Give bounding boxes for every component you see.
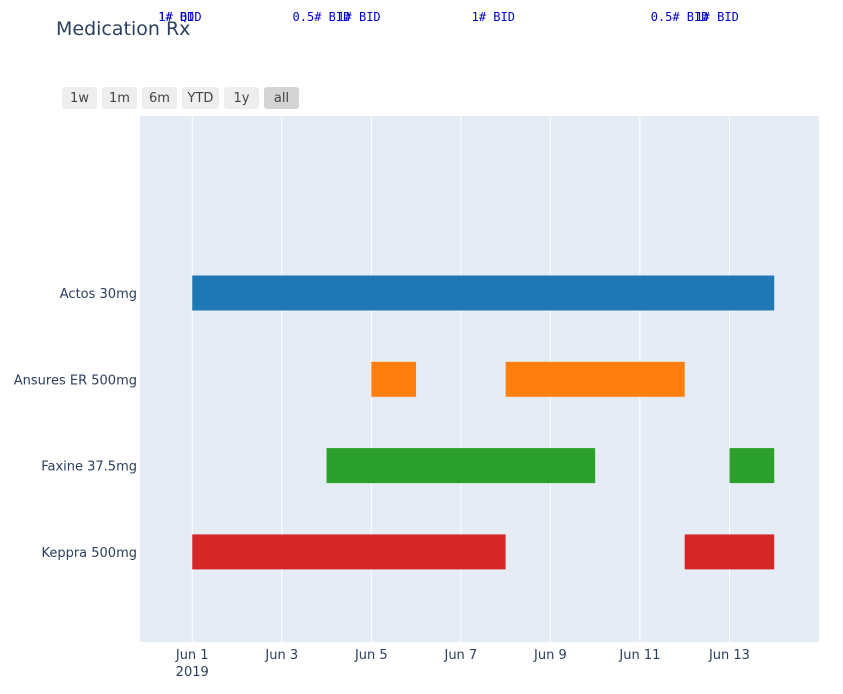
y-tick-label: Ansures ER 500mg [14, 373, 137, 388]
range-button-bg [264, 87, 299, 109]
gantt-bar [326, 448, 596, 484]
range-button-all[interactable]: all [264, 87, 299, 109]
range-selector: 1w 1m 6m YTD 1y all [62, 87, 299, 109]
y-axis-labels: Actos 30mg Ansures ER 500mg Faxine 37.5mg K… [14, 287, 137, 561]
range-button-1y[interactable]: 1y [224, 87, 259, 109]
x-tick-label: Jun 11 [618, 648, 660, 663]
range-button-bg [224, 87, 259, 109]
dose-annotation: 1# BID [158, 10, 201, 24]
dose-annotation: 1# BID [695, 10, 738, 24]
gantt-bars [192, 275, 775, 570]
dose-annotation: 0.5# BID [293, 10, 351, 24]
dose-annotation: 1# BID [472, 10, 515, 24]
x-tick-label: Jun 13 [708, 648, 750, 663]
range-button-bg [182, 87, 219, 109]
dose-annotation: 0.5# BID [651, 10, 709, 24]
range-button-ytd[interactable]: YTD [182, 87, 219, 109]
range-button-label: 6m [149, 91, 170, 106]
chart-title: Medication Rx [56, 18, 190, 40]
range-button-bg [142, 87, 177, 109]
x-tick-sublabel: 2019 [176, 665, 209, 680]
range-button-label: 1w [70, 91, 89, 106]
dose-annotation: 1# QD [158, 10, 194, 24]
gantt-bar [505, 361, 685, 397]
gantt-bar [192, 275, 775, 311]
range-button-1w[interactable]: 1w [62, 87, 97, 109]
x-tick-label: Jun 1 [175, 648, 209, 663]
range-button-bg [102, 87, 137, 109]
range-button-bg [62, 87, 97, 109]
range-button-label: 1y [234, 91, 250, 106]
range-button-label: 1m [109, 91, 130, 106]
gantt-bar [192, 534, 506, 570]
gantt-bar [729, 448, 775, 484]
gantt-bar [371, 361, 417, 397]
x-tick-label: Jun 7 [443, 648, 477, 663]
y-tick-label: Faxine 37.5mg [41, 460, 137, 475]
y-tick-label: Keppra 500mg [41, 546, 137, 561]
x-tick-label: Jun 9 [533, 648, 567, 663]
range-button-label: YTD [187, 91, 214, 106]
range-button-1m[interactable]: 1m [102, 87, 137, 109]
x-tick-label: Jun 5 [354, 648, 388, 663]
gantt-bar [684, 534, 775, 570]
dose-annotation: 1# BID [337, 10, 380, 24]
x-axis-ticks: Jun 1 2019 Jun 3 Jun 5 Jun 7 Jun 9 Jun 11 Jun 1… [175, 648, 750, 680]
x-tick-label: Jun 3 [264, 648, 298, 663]
range-button-6m[interactable]: 6m [142, 87, 177, 109]
y-tick-label: Actos 30mg [60, 287, 137, 302]
range-button-label: all [274, 91, 289, 106]
